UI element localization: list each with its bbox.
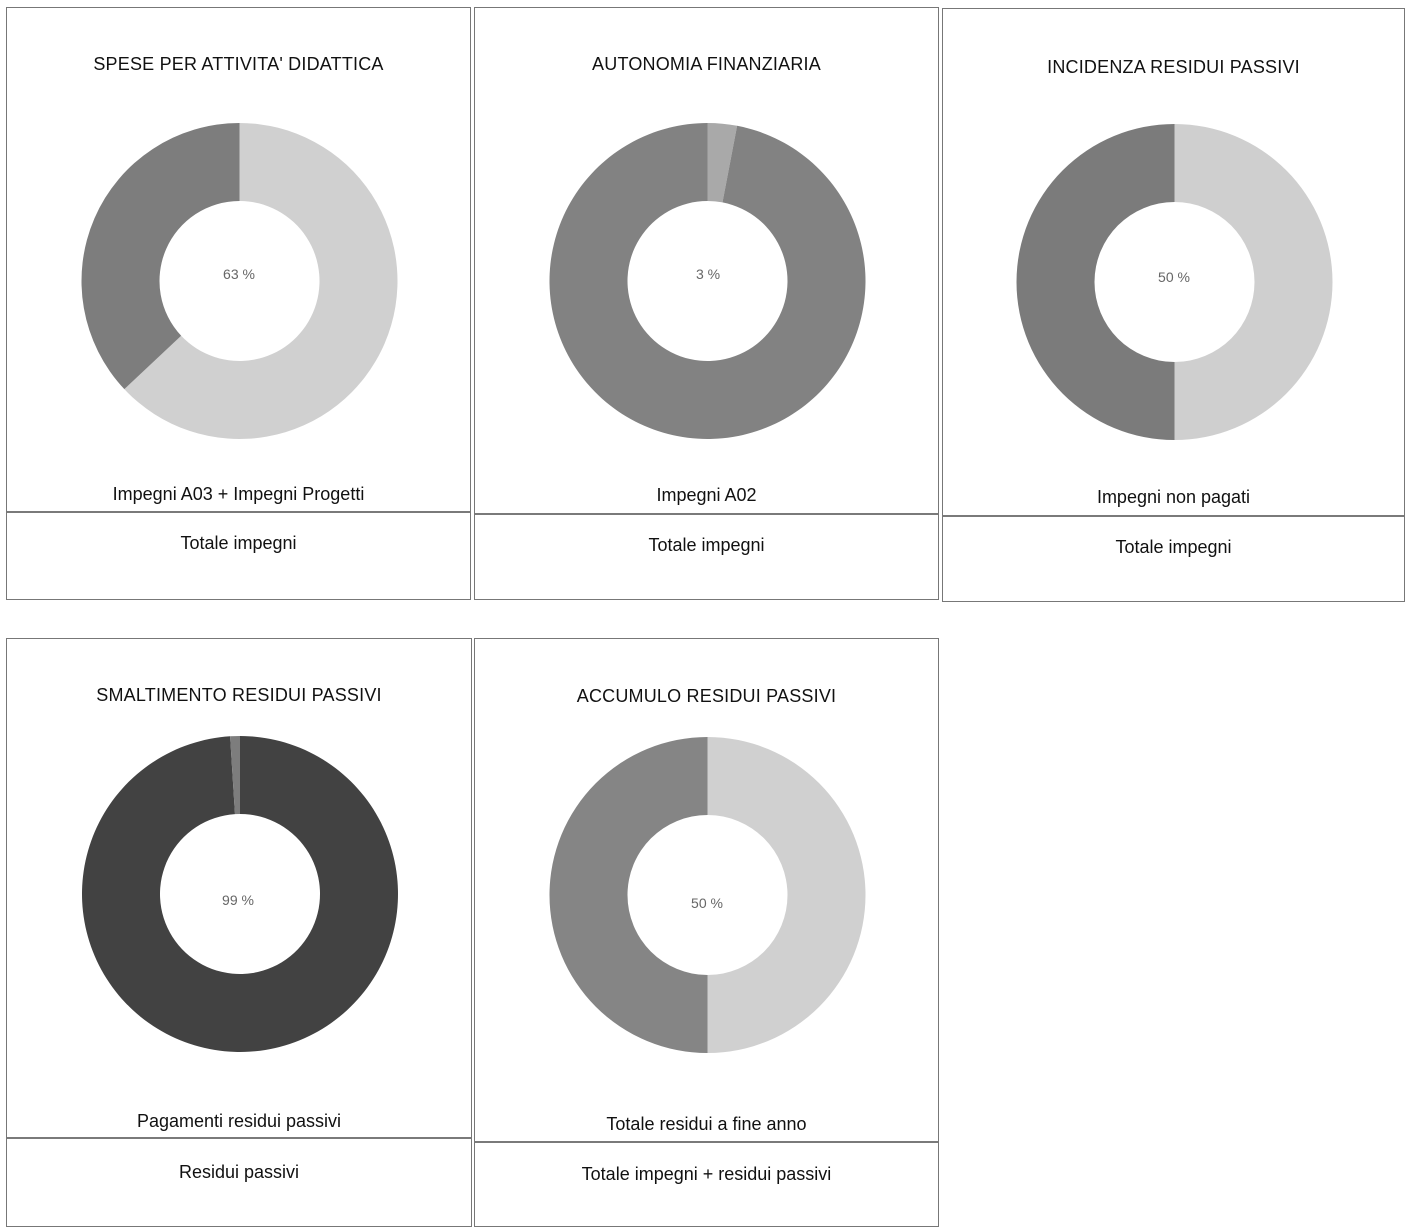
indicator-card-spese-attivita-didattica: SPESE PER ATTIVITA' DIDATTICA 63 % Impeg… (6, 7, 471, 600)
donut-center-label: 63 % (223, 266, 255, 282)
donut-slice-value (124, 123, 398, 439)
indicator-card-top: ACCUMULO RESIDUI PASSIVI 50 % Totale res… (475, 639, 938, 1143)
donut-slice-value (1174, 124, 1333, 441)
indicator-card-smaltimento-residui-passivi: SMALTIMENTO RESIDUI PASSIVI 99 % Pagamen… (6, 638, 472, 1227)
donut-center-label: 3 % (695, 266, 721, 282)
denominator-label: Totale impegni (648, 535, 765, 555)
donut-slice-value (707, 737, 866, 1053)
donut-chart (549, 123, 866, 440)
donut-slice-remainder (230, 736, 240, 815)
chart-title: AUTONOMIA FINANZIARIA (592, 54, 821, 74)
indicator-card-accumulo-residui-passivi: ACCUMULO RESIDUI PASSIVI 50 % Totale res… (474, 638, 939, 1227)
donut-slice-value (707, 123, 738, 203)
donut-slice-remainder (549, 123, 866, 440)
donut-slice-remainder (1016, 124, 1175, 440)
indicator-card-incidenza-residui-passivi: INCIDENZA RESIDUI PASSIVI 50 % Impegni n… (942, 8, 1405, 602)
indicator-card-top: AUTONOMIA FINANZIARIA 3 % Impegni A02 (475, 8, 938, 515)
donut-center-label: 99 % (222, 892, 254, 908)
indicator-card-top: SMALTIMENTO RESIDUI PASSIVI 99 % Pagamen… (7, 639, 471, 1139)
indicator-card-top: SPESE PER ATTIVITA' DIDATTICA 63 % Impeg… (7, 8, 470, 513)
donut-chart (81, 123, 398, 439)
donut-chart (1016, 124, 1333, 441)
donut-slice-remainder (549, 737, 708, 1053)
denominator-label: Residui passivi (178, 1162, 300, 1182)
chart-title: ACCUMULO RESIDUI PASSIVI (576, 686, 837, 706)
indicator-card-autonomia-finanziaria: AUTONOMIA FINANZIARIA 3 % Impegni A02 To… (474, 7, 939, 600)
donut-slice-remainder (81, 123, 240, 390)
indicator-card-top: INCIDENZA RESIDUI PASSIVI 50 % Impegni n… (943, 9, 1404, 517)
numerator-label: Pagamenti residui passivi (136, 1111, 342, 1131)
numerator-label: Impegni A03 + Impegni Progetti (112, 484, 365, 504)
chart-title: INCIDENZA RESIDUI PASSIVI (1047, 57, 1300, 77)
denominator-label: Totale impegni (1115, 537, 1232, 557)
numerator-label: Totale residui a fine anno (606, 1114, 807, 1134)
donut-center-label: 50 % (691, 895, 723, 911)
donut-chart (81, 736, 399, 1052)
chart-title: SPESE PER ATTIVITA' DIDATTICA (93, 54, 384, 74)
chart-title: SMALTIMENTO RESIDUI PASSIVI (96, 685, 382, 705)
numerator-label: Impegni A02 (656, 485, 757, 505)
donut-center-label: 50 % (1158, 269, 1190, 285)
donut-slice-value (81, 736, 399, 1052)
numerator-label: Impegni non pagati (1096, 487, 1251, 507)
denominator-label: Totale impegni (180, 533, 297, 553)
donut-chart (549, 737, 866, 1053)
denominator-label: Totale impegni + residui passivi (581, 1164, 832, 1184)
